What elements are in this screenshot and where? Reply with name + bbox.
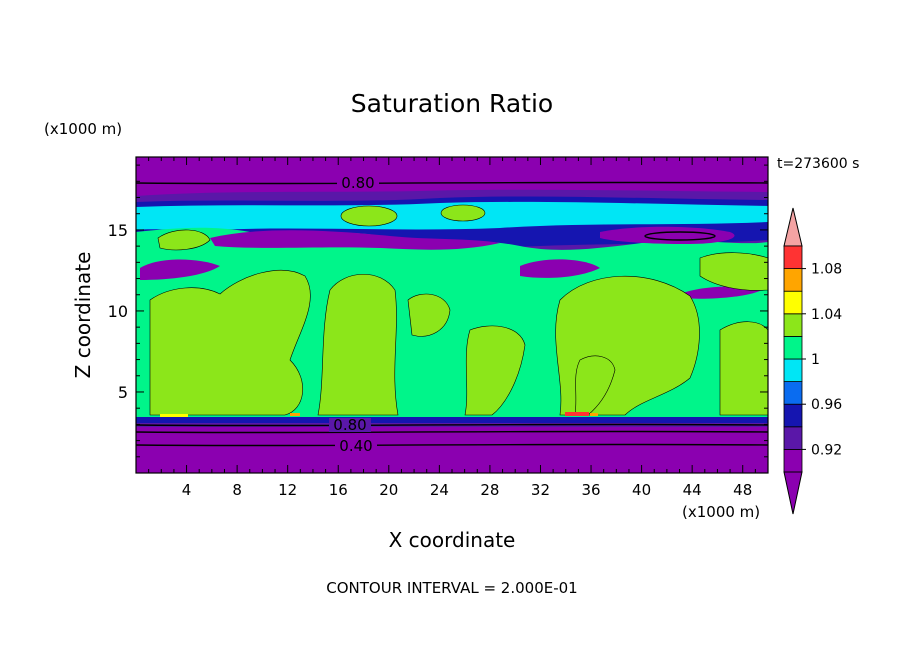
x-tick-label: 28 — [480, 481, 499, 499]
x-tick-label: 44 — [683, 481, 702, 499]
x-axis-label: X coordinate — [389, 528, 516, 552]
chart-title: Saturation Ratio — [351, 89, 553, 118]
colorbar-tick-label: 0.92 — [811, 442, 842, 458]
lower-blue-layer — [136, 417, 768, 423]
x-tick-label: 4 — [182, 481, 192, 499]
x-axis: 4 8 12 16 20 24 28 32 36 40 44 48 — [148, 157, 756, 499]
colorbar: 1.08 1.04 1 0.96 0.92 — [783, 207, 842, 515]
y-axis: 5 10 15 — [108, 164, 768, 458]
x-unit-label: (x1000 m) — [682, 503, 760, 521]
x-tick-label: 8 — [232, 481, 242, 499]
colorbar-segment — [783, 313, 803, 337]
colorbar-segment — [783, 403, 803, 428]
violet-streak — [210, 230, 500, 250]
contour-label-bg — [329, 418, 371, 432]
colorbar-tick-label: 1.04 — [811, 307, 842, 323]
colorbar-segment — [783, 335, 803, 360]
contour-label-bg — [335, 438, 377, 452]
colorbar-tick-label: 1.08 — [811, 262, 842, 278]
x-tick-label: 20 — [379, 481, 398, 499]
contour-lines — [136, 181, 768, 447]
x-tick-label: 48 — [733, 481, 752, 499]
contour-label-bg — [337, 173, 379, 191]
colorbar-segment — [783, 381, 803, 405]
x-tick-label: 24 — [430, 481, 449, 499]
x-tick-label: 16 — [329, 481, 348, 499]
y-axis-label: Z coordinate — [71, 252, 95, 379]
y-tick-label: 15 — [108, 221, 128, 240]
near-surface-warm — [160, 412, 598, 417]
violet-streak — [140, 259, 220, 280]
colorbar-segment — [783, 358, 803, 383]
colorbar-segment — [783, 245, 803, 270]
x-tick-label: 40 — [632, 481, 651, 499]
contour-label: 0.80 — [333, 416, 366, 434]
x-tick-label: 36 — [581, 481, 600, 499]
colorbar-segment — [783, 426, 803, 450]
colorbar-tick-label: 1 — [811, 352, 820, 368]
contour-label: 0.80 — [341, 174, 374, 192]
contour-label: 0.40 — [339, 437, 372, 455]
violet-streak — [520, 259, 600, 278]
x-tick-label: 32 — [531, 481, 550, 499]
x-tick-label: 12 — [278, 481, 297, 499]
colorbar-over-arrow — [783, 207, 803, 247]
time-label: t=273600 s — [777, 156, 859, 172]
y-tick-label: 10 — [108, 302, 128, 321]
colorbar-under-arrow — [783, 471, 803, 515]
y-tick-label: 5 — [118, 383, 128, 402]
contour-field — [136, 157, 768, 473]
lime-patches — [149, 204, 768, 416]
colorbar-segment — [783, 448, 803, 473]
colorbar-tick-label: 0.96 — [811, 397, 842, 413]
colorbar-segment — [783, 268, 803, 292]
y-unit-label: (x1000 m) — [44, 120, 122, 138]
contour-interval-footer: CONTOUR INTERVAL = 2.000E-01 — [326, 579, 577, 597]
colorbar-segment — [783, 290, 803, 315]
